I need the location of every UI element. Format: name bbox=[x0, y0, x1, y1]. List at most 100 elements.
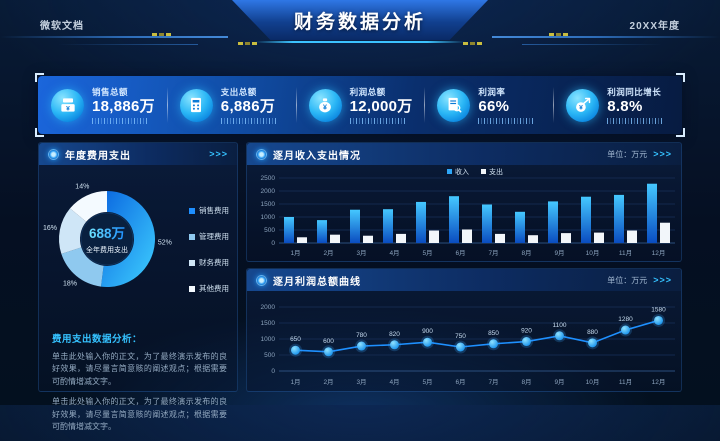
header-dash-decoration bbox=[463, 42, 482, 45]
panel-header: 年度费用支出 >>> bbox=[39, 143, 237, 165]
more-link[interactable]: >>> bbox=[653, 149, 672, 159]
legend-label: 其他费用 bbox=[199, 284, 229, 293]
income-expense-bar-chart: 0 500 1000 1500 2000 2500 1月 2月 3月 4月 5月 6月 7月 8月 9月 10… bbox=[261, 167, 675, 257]
kpi-value: 66% bbox=[478, 98, 510, 116]
growth-arrow-icon: ¥ bbox=[566, 88, 600, 122]
kpi-label: 销售总额 bbox=[92, 87, 129, 98]
glow-dot-icon bbox=[256, 148, 267, 160]
legend-item: 其他费用 bbox=[189, 283, 229, 294]
svg-text:1000: 1000 bbox=[261, 214, 276, 221]
title-banner: 财务数据分析 bbox=[232, 0, 488, 40]
svg-text:1月: 1月 bbox=[290, 249, 300, 257]
svg-text:收入: 收入 bbox=[455, 167, 469, 176]
profit-line-chart: 0 500 1000 1500 2000 650 1月 600 2月 780 3月 820 4月 900 5… bbox=[261, 304, 675, 386]
svg-text:0: 0 bbox=[271, 240, 275, 247]
svg-text:2月: 2月 bbox=[323, 249, 333, 257]
svg-text:2月: 2月 bbox=[323, 378, 333, 386]
svg-text:500: 500 bbox=[264, 352, 275, 359]
svg-text:10月: 10月 bbox=[586, 249, 600, 257]
svg-text:52%: 52% bbox=[158, 240, 172, 247]
svg-text:0: 0 bbox=[271, 368, 275, 375]
more-link[interactable]: >>> bbox=[209, 149, 228, 159]
header-decoration-line bbox=[522, 44, 662, 45]
corner-bracket bbox=[676, 73, 685, 82]
svg-text:8月: 8月 bbox=[521, 249, 531, 257]
monthly-income-expense-panel: 逐月收入支出情况 单位：万元 >>> 0 500 1000 1500 2000 2500 1… bbox=[246, 142, 682, 262]
svg-text:2000: 2000 bbox=[261, 304, 276, 311]
svg-text:4月: 4月 bbox=[389, 249, 399, 257]
svg-text:9月: 9月 bbox=[554, 249, 564, 257]
svg-text:3月: 3月 bbox=[356, 249, 366, 257]
svg-text:5月: 5月 bbox=[422, 249, 432, 257]
svg-text:2000: 2000 bbox=[261, 188, 276, 195]
donut-legend: 销售费用 管理费用 财务费用 其他费用 bbox=[189, 205, 229, 294]
svg-text:11月: 11月 bbox=[619, 378, 632, 386]
svg-text:820: 820 bbox=[389, 331, 400, 338]
analysis-paragraph: 单击此处输入你的正文，为了最终演示发布的良好效果，请尽量言简意赅的阐述观点；根据… bbox=[52, 352, 227, 386]
analysis-paragraph: 单击此处输入你的正文，为了最终演示发布的良好效果，请尽量言简意赅的阐述观点；根据… bbox=[52, 397, 227, 431]
svg-text:¥: ¥ bbox=[66, 106, 70, 113]
banner-underline-decoration bbox=[255, 41, 465, 43]
glow-dot-icon bbox=[256, 274, 267, 286]
svg-text:780: 780 bbox=[356, 332, 367, 339]
legend-item: 管理费用 bbox=[189, 231, 229, 242]
svg-text:12月: 12月 bbox=[652, 378, 666, 386]
svg-text:7月: 7月 bbox=[488, 378, 498, 386]
svg-text:5月: 5月 bbox=[422, 378, 432, 386]
legend-item: 财务费用 bbox=[189, 257, 229, 268]
corner-bracket bbox=[676, 128, 685, 137]
svg-text:1100: 1100 bbox=[553, 322, 567, 329]
legend-label: 管理费用 bbox=[199, 232, 229, 241]
legend-swatch bbox=[189, 285, 195, 292]
legend-swatch bbox=[189, 233, 195, 240]
svg-text:1580: 1580 bbox=[651, 306, 666, 313]
header-dash-decoration bbox=[549, 33, 568, 36]
kpi-strip: ¥ 销售总额 18,886万 支出总额 6,886万 ¥ 利润总额 bbox=[35, 73, 685, 137]
svg-text:12月: 12月 bbox=[652, 249, 666, 257]
svg-text:750: 750 bbox=[455, 333, 466, 340]
analysis-title: 费用支出数据分析： bbox=[52, 334, 143, 345]
svg-text:920: 920 bbox=[521, 328, 532, 335]
kpi-sales-total: ¥ 销售总额 18,886万 bbox=[38, 76, 167, 134]
cash-register-icon: ¥ bbox=[51, 88, 84, 122]
kpi-label: 利润率 bbox=[478, 87, 506, 98]
svg-text:2500: 2500 bbox=[261, 175, 276, 182]
header-decoration-line bbox=[0, 36, 228, 38]
kpi-profit-total: ¥ 利润总额 12,000万 bbox=[295, 76, 425, 134]
svg-text:18%: 18% bbox=[63, 281, 77, 288]
legend-swatch bbox=[189, 207, 195, 214]
svg-text:650: 650 bbox=[290, 336, 301, 343]
money-bag-icon: ¥ bbox=[308, 88, 342, 122]
panel-title: 年度费用支出 bbox=[65, 150, 131, 162]
svg-text:16%: 16% bbox=[43, 225, 57, 232]
unit-label: 单位：万元 bbox=[607, 275, 648, 285]
svg-text:1280: 1280 bbox=[618, 316, 633, 323]
svg-text:880: 880 bbox=[587, 329, 598, 336]
barcode-decoration bbox=[92, 117, 148, 124]
panel-header: 逐月利润总额曲线 单位：万元 >>> bbox=[247, 269, 681, 291]
svg-text:9月: 9月 bbox=[554, 378, 564, 386]
kpi-value: 18,886万 bbox=[92, 98, 155, 116]
svg-text:1月: 1月 bbox=[290, 378, 300, 386]
svg-text:4月: 4月 bbox=[389, 378, 399, 386]
svg-text:8月: 8月 bbox=[521, 378, 531, 386]
barcode-decoration bbox=[220, 117, 277, 124]
svg-text:3月: 3月 bbox=[356, 378, 366, 386]
dashboard: 微软文档 20XX年度 财务数据分析 ¥ 销售总额 18,886万 bbox=[0, 0, 720, 431]
corner-bracket bbox=[35, 128, 44, 137]
svg-text:¥: ¥ bbox=[323, 104, 327, 112]
panel-title: 逐月收入支出情况 bbox=[273, 150, 361, 162]
panel-title: 逐月利润总额曲线 bbox=[273, 276, 361, 288]
header-decoration-line bbox=[492, 36, 720, 38]
corner-bracket bbox=[35, 73, 44, 82]
more-link[interactable]: >>> bbox=[653, 275, 672, 285]
panel-header: 逐月收入支出情况 单位：万元 >>> bbox=[247, 143, 681, 165]
year-label: 20XX年度 bbox=[629, 21, 680, 32]
annual-expense-panel: 年度费用支出 >>> 52% 18% 16% 14% 688万 全年费用支出 销售费用 管… bbox=[38, 142, 238, 431]
unit-label: 单位：万元 bbox=[607, 149, 648, 159]
svg-text:1000: 1000 bbox=[261, 336, 276, 343]
legend-swatch bbox=[189, 259, 195, 266]
header-dash-decoration bbox=[152, 33, 171, 36]
svg-text:500: 500 bbox=[264, 227, 275, 234]
